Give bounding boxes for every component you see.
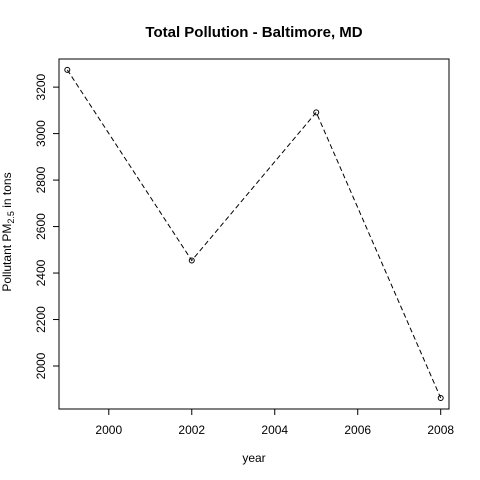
y-tick-label: 2400	[34, 259, 48, 286]
x-tick-label: 2004	[261, 423, 288, 437]
y-axis: 2000 2200 2400 2600 2800 3000 3200	[34, 73, 59, 379]
data-point	[64, 66, 71, 73]
data-point	[188, 257, 195, 264]
y-axis-label-subscript: 2.5	[6, 211, 16, 224]
series-line	[66, 69, 442, 399]
data-point	[313, 109, 320, 116]
x-tick-label: 2000	[95, 423, 122, 437]
series-group	[64, 66, 444, 402]
y-tick-label: 2200	[34, 306, 48, 333]
y-axis-label-main: Pollutant PM	[0, 224, 14, 292]
x-tick-label: 2006	[344, 423, 371, 437]
y-axis-label: Pollutant PM2.5 in tons	[0, 172, 16, 291]
chart-title: Total Pollution - Baltimore, MD	[145, 24, 362, 41]
y-tick-label: 3000	[34, 120, 48, 147]
y-tick-label: 2600	[34, 213, 48, 240]
y-axis-label-tail: in tons	[0, 172, 14, 211]
plot-frame	[58, 58, 450, 410]
x-axis-label: year	[242, 451, 265, 465]
x-tick-label: 2008	[427, 423, 454, 437]
y-tick-label: 3200	[34, 73, 48, 100]
data-point	[437, 395, 444, 402]
y-tick-label: 2000	[34, 352, 48, 379]
x-axis: 2000 2002 2004 2006 2008	[95, 409, 454, 437]
x-tick-label: 2002	[178, 423, 205, 437]
y-tick-label: 2800	[34, 166, 48, 193]
